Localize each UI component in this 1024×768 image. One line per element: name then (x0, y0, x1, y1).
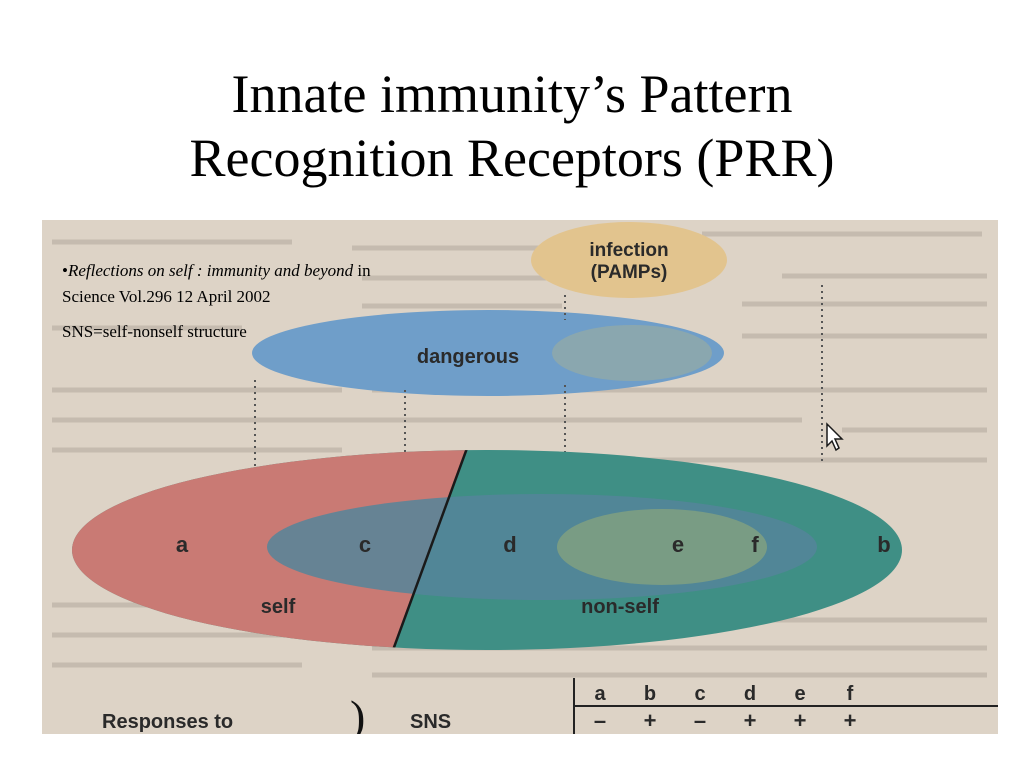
title-line-2: Recognition Receptors (PRR) (189, 128, 835, 188)
scanned-figure: infection (PAMPs) dangerous a c d e f b … (42, 220, 998, 734)
article-title: Reflections on self : immunity and beyon… (67, 261, 354, 280)
table-sign-c: – (694, 708, 706, 733)
region-f-label: f (751, 532, 759, 557)
responses-to-label: Responses to (102, 711, 233, 733)
mouse-cursor-icon (826, 422, 844, 452)
reference-line-1: •Reflections on self : immunity and beyo… (62, 258, 371, 284)
table-sign-a: – (594, 708, 606, 733)
sns-definition: SNS=self-nonself structure (62, 322, 247, 341)
journal-line: Science Vol.296 12 April 2002 (62, 287, 271, 306)
self-nonself-diagram: infection (PAMPs) dangerous a c d e f b … (42, 220, 998, 734)
infection-label: infection (589, 240, 668, 261)
self-nonself-divider (380, 450, 472, 650)
region-a-label: a (176, 532, 189, 557)
table-sign-d: + (744, 708, 757, 733)
slide-title: Innate immunity’s Pattern Recognition Re… (0, 62, 1024, 190)
non-self-label: non-self (581, 596, 659, 618)
table-sign-b: + (644, 708, 657, 733)
background-text-lines (52, 231, 987, 678)
dangerous-infection-overlap (552, 325, 712, 381)
right-brace-icon: ) (350, 691, 365, 734)
table-header-a: a (594, 683, 606, 705)
self-nonself-ellipse (72, 450, 902, 650)
table-header-f: f (847, 683, 854, 705)
table-header-c: c (694, 683, 705, 705)
infection-projection (557, 509, 767, 585)
sns-table-signs: – + – + + + (594, 708, 857, 733)
region-d-label: d (503, 532, 516, 557)
self-label: self (261, 596, 296, 618)
region-b-label: b (877, 532, 890, 557)
dangerous-label: dangerous (417, 346, 519, 368)
region-c-label: c (359, 532, 371, 557)
sns-label: SNS (410, 711, 451, 733)
reference-in: in (353, 261, 371, 280)
infection-ellipse (531, 222, 727, 298)
sns-table-headers: a b c d e f (594, 683, 853, 705)
region-e-label: e (672, 532, 684, 557)
table-header-d: d (744, 683, 756, 705)
table-header-e: e (794, 683, 805, 705)
title-line-1: Innate immunity’s Pattern (231, 64, 793, 124)
reference-citation: •Reflections on self : immunity and beyo… (62, 258, 371, 310)
bullet-icon: • (62, 261, 68, 280)
pamps-label: (PAMPs) (591, 262, 668, 283)
table-sign-f: + (844, 708, 857, 733)
table-sign-e: + (794, 708, 807, 733)
table-header-b: b (644, 683, 656, 705)
